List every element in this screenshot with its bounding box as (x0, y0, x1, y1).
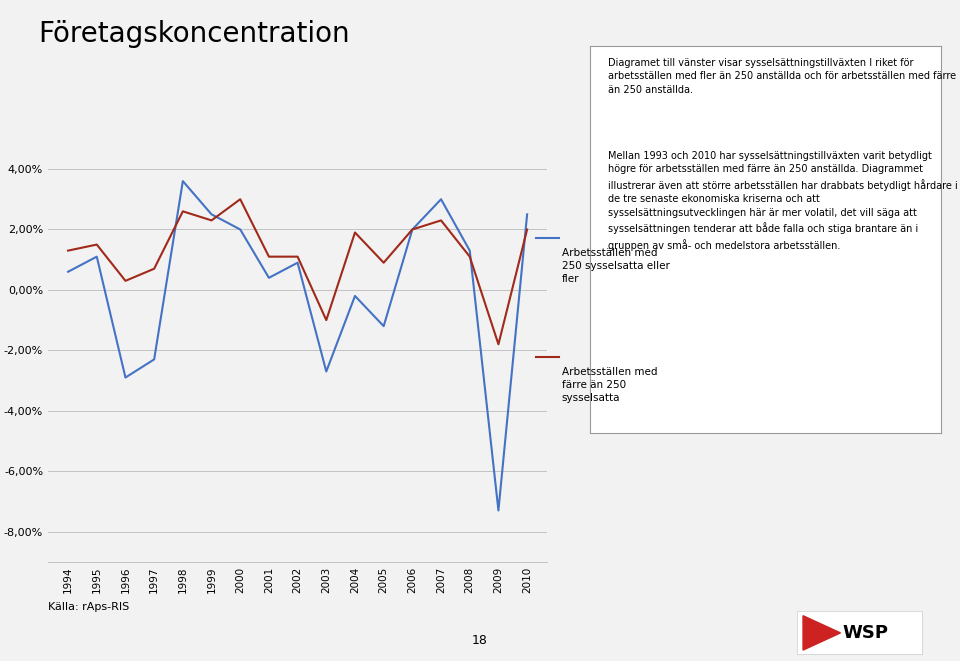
Text: Mellan 1993 och 2010 har sysselsättningstillväxten varit betydligt högre för arb: Mellan 1993 och 2010 har sysselsättnings… (608, 151, 958, 251)
Text: Diagramet till vänster visar sysselsättningstillväxten I riket för arbetsställen: Diagramet till vänster visar sysselsättn… (608, 58, 956, 95)
Polygon shape (803, 616, 840, 650)
Text: WSP: WSP (843, 624, 888, 642)
Text: 18: 18 (472, 635, 488, 648)
Text: Företagskoncentration: Företagskoncentration (38, 20, 350, 48)
Text: Arbetsställen med
250 sysselsatta eller
fler: Arbetsställen med 250 sysselsatta eller … (562, 248, 669, 284)
Text: Arbetsställen med
färre än 250
sysselsatta: Arbetsställen med färre än 250 sysselsat… (562, 367, 657, 403)
Text: Källa: rAps-RIS: Källa: rAps-RIS (48, 602, 130, 611)
